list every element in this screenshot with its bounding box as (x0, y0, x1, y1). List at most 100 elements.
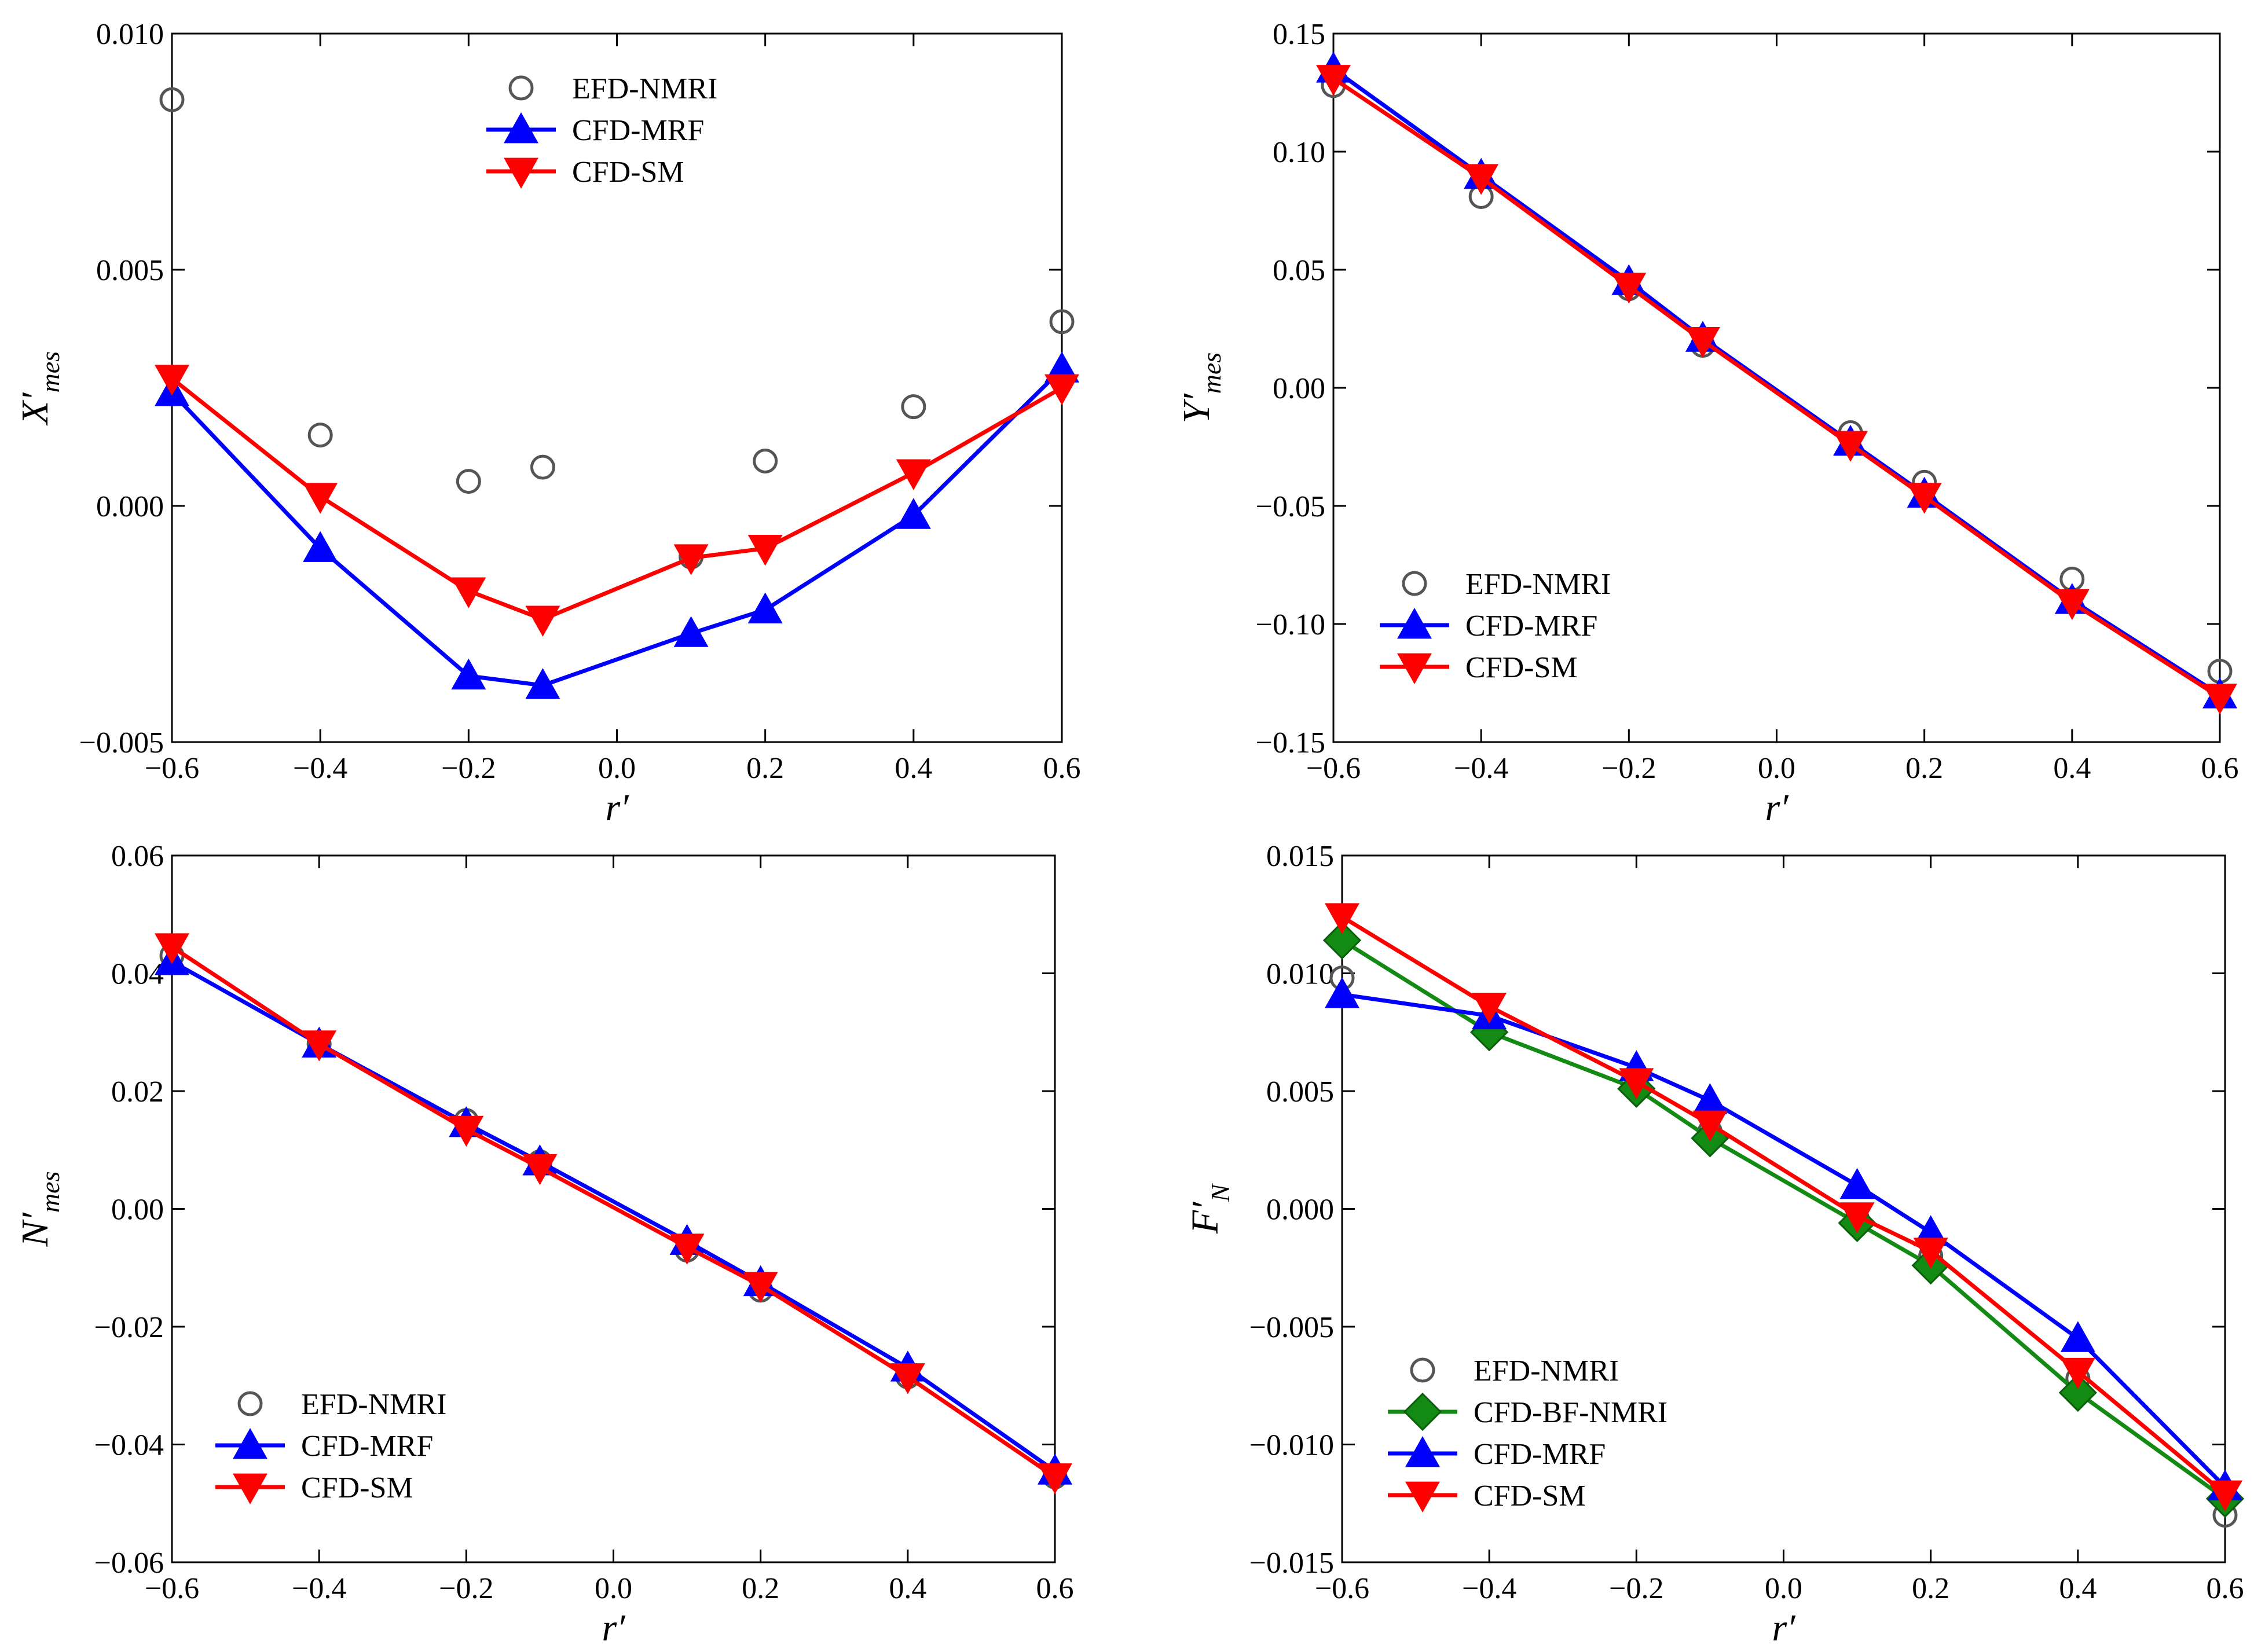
data-point (1692, 1083, 1728, 1114)
data-point (530, 454, 555, 480)
data-point (1685, 327, 1720, 358)
y-axis-title: X′mes (14, 351, 65, 426)
legend-label: EFD-NMRI (1465, 568, 1611, 601)
x-tick-label: 0.2 (1905, 752, 1943, 785)
data-point (2058, 1373, 2097, 1412)
y-axis-title-main: Y′ (1175, 393, 1218, 424)
data-point (302, 1030, 337, 1062)
legend-label: CFD-MRF (1465, 610, 1597, 643)
y-tick-label: 0.005 (1266, 1075, 1334, 1108)
x-tick-label: 0.0 (598, 752, 636, 785)
data-point (155, 365, 189, 396)
x-tick-label: −0.2 (439, 1572, 493, 1605)
y-tick-label: −0.010 (1249, 1429, 1334, 1462)
data-point (303, 483, 338, 514)
data-point (2060, 1357, 2095, 1389)
data-point (1692, 1110, 1728, 1141)
y-tick-label: 0.015 (1266, 840, 1334, 873)
legend: EFD-NMRI CFD-MRF CFD-SM (486, 72, 717, 189)
data-point (673, 544, 709, 575)
y-axis-title: Y′mes (1175, 353, 1226, 424)
y-tick-label: 0.005 (96, 254, 164, 287)
x-tick-label: −0.6 (1315, 1572, 1369, 1605)
series-cfd-mrf (1325, 977, 2242, 1501)
x-axis-title: r′ (605, 787, 629, 829)
data-point (522, 1154, 558, 1185)
data-point (1907, 483, 1942, 514)
legend-marker (504, 157, 538, 189)
x-tick-label: 0.2 (746, 752, 784, 785)
data-point (155, 933, 189, 964)
data-point (747, 592, 783, 623)
data-point (525, 668, 560, 699)
legend-label: CFD-SM (1474, 1480, 1586, 1513)
legend-label: EFD-NMRI (572, 72, 717, 105)
legend-marker (1405, 1436, 1440, 1467)
y-tick-label: −0.06 (94, 1547, 164, 1580)
data-point (159, 87, 185, 112)
legend-label: EFD-NMRI (1474, 1354, 1619, 1387)
chart-panel-top-left: −0.6 −0.4 −0.2 0.0 0.2 0.4 0.6 −0.005 0.000 0.005… (14, 18, 1081, 829)
y-tick-label: 0.00 (1273, 372, 1325, 405)
legend-marker (1397, 608, 1432, 639)
y-tick-label: −0.005 (79, 726, 164, 759)
legend-label: CFD-BF-NMRI (1474, 1396, 1667, 1429)
y-axis-title: N′mes (14, 1171, 65, 1247)
data-point (1325, 977, 1359, 1008)
y-tick-label: −0.04 (94, 1429, 164, 1462)
series-cfd-mrf (1316, 52, 2237, 708)
legend-marker (233, 1428, 267, 1459)
x-tick-label: −0.6 (145, 1572, 199, 1605)
x-tick-label: −0.4 (293, 752, 347, 785)
x-tick-label: 0.0 (1758, 752, 1795, 785)
y-tick-label: 0.04 (111, 958, 164, 991)
data-point (896, 459, 931, 490)
y-tick-label: 0.000 (1266, 1194, 1334, 1227)
data-point (1611, 273, 1647, 304)
x-tick-label: −0.2 (441, 752, 496, 785)
data-point (525, 605, 560, 637)
y-axis-title-sub: mes (1197, 353, 1226, 394)
legend-marker (1403, 1392, 1442, 1431)
x-tick-label: 0.4 (2059, 1572, 2097, 1605)
data-point (1316, 65, 1351, 96)
legend: EFD-NMRI CFD-MRF CFD-SM (1380, 568, 1611, 684)
x-tick-label: −0.4 (1462, 1572, 1516, 1605)
legend-label: CFD-MRF (572, 114, 704, 147)
series-efd-nmri (1329, 965, 2238, 1528)
x-tick-label: 0.4 (895, 752, 932, 785)
series-line (1342, 992, 2227, 1489)
x-axis-title: r′ (602, 1607, 626, 1649)
y-tick-label: 0.000 (96, 490, 164, 523)
data-point (896, 498, 931, 529)
series-efd-nmri (1321, 73, 2233, 684)
data-point (743, 1272, 778, 1303)
series-cfd-sm (1316, 65, 2237, 715)
legend-marker (237, 1391, 263, 1416)
legend: EFD-NMRI CFD-BF-NMRI CFD-MRF CFD-SM (1388, 1354, 1667, 1513)
y-tick-label: −0.005 (1249, 1311, 1334, 1344)
x-tick-label: 0.4 (889, 1572, 926, 1605)
series-line (1332, 67, 2221, 697)
legend-marker (1402, 571, 1427, 596)
series-line (170, 367, 1064, 688)
data-point (753, 448, 778, 473)
series-efd-nmri (159, 943, 1068, 1489)
data-point (901, 394, 926, 420)
data-point (307, 423, 333, 448)
y-tick-label: 0.00 (111, 1194, 164, 1227)
legend-label: CFD-SM (572, 156, 684, 189)
data-point (303, 531, 338, 562)
data-point (1839, 1202, 1875, 1234)
series-line (1341, 915, 2227, 1496)
x-tick-label: −0.4 (292, 1572, 346, 1605)
x-tick-label: 0.2 (1912, 1572, 1949, 1605)
y-axis-title: F′N (1184, 1183, 1235, 1234)
data-point (1619, 1068, 1654, 1099)
data-point (747, 535, 783, 566)
y-tick-label: 0.02 (111, 1075, 164, 1108)
data-point (2202, 684, 2237, 715)
series-cfd-sm (155, 365, 1079, 637)
data-point (673, 616, 709, 647)
